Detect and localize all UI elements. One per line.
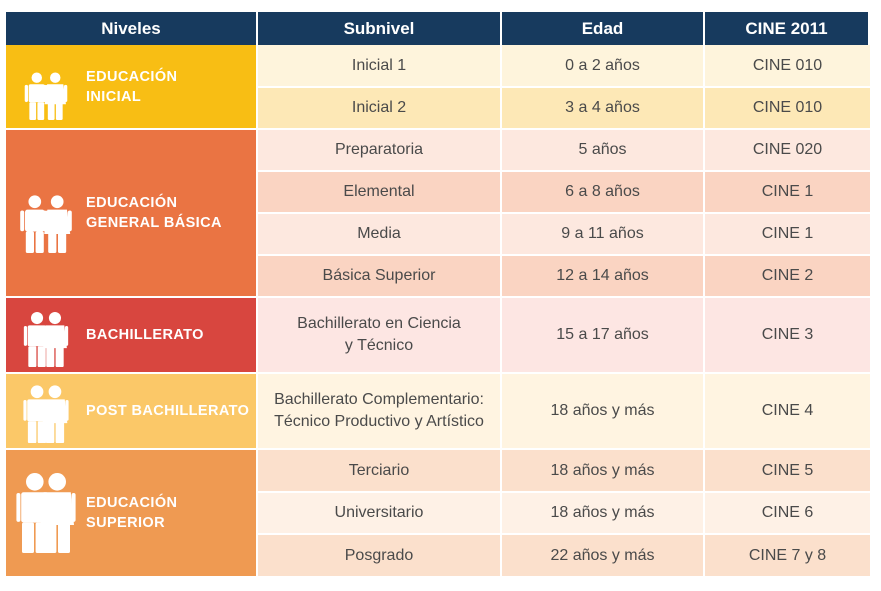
subnivel-cell: Bachillerato en Ciencia y Técnico [258,298,502,374]
level-label: EDUCACIÓN INICIAL [86,68,178,105]
subnivel-cell: Preparatoria [258,130,502,172]
edad-cell: 0 a 2 años [502,45,705,88]
cine-cell: CINE 5 [705,450,870,493]
edad-cell: 18 años y más [502,374,705,450]
cine-cell: CINE 6 [705,493,870,535]
cine-cell: CINE 3 [705,298,870,374]
level-cell: EDUCACIÓN INICIAL [6,45,258,130]
level-cell: POST BACHILLERATO [6,374,258,450]
subnivel-cell: Inicial 2 [258,88,502,130]
subnivel-cell: Universitario [258,493,502,535]
education-levels-table: Niveles Subnivel Edad CINE 2011 EDUCACIÓ… [6,12,870,578]
header-niveles: Niveles [6,12,258,45]
cine-cell: CINE 1 [705,214,870,256]
children-icon [6,45,86,128]
level-label: EDUCACIÓN SUPERIOR [86,495,178,531]
header-edad: Edad [502,12,705,45]
teens-icon [6,298,86,372]
edad-cell: 22 años y más [502,535,705,578]
young-adults-icon [6,374,86,448]
edad-cell: 18 años y más [502,450,705,493]
cine-cell: CINE 4 [705,374,870,450]
edad-cell: 6 a 8 años [502,172,705,214]
cine-cell: CINE 1 [705,172,870,214]
edad-cell: 15 a 17 años [502,298,705,374]
level-label: BACHILLERATO [86,327,204,343]
edad-cell: 5 años [502,130,705,172]
level-cell: EDUCACIÓN SUPERIOR [6,450,258,578]
level-cell: BACHILLERATO [6,298,258,374]
header-subnivel: Subnivel [258,12,502,45]
level-label: POST BACHILLERATO [86,403,250,419]
subnivel-cell: Terciario [258,450,502,493]
adults-icon [6,450,86,576]
subnivel-cell: Media [258,214,502,256]
edad-cell: 18 años y más [502,493,705,535]
cine-cell: CINE 7 y 8 [705,535,870,578]
edad-cell: 12 a 14 años [502,256,705,298]
cine-cell: CINE 2 [705,256,870,298]
level-cell: EDUCACIÓN GENERAL BÁSICA [6,130,258,298]
cine-cell: CINE 020 [705,130,870,172]
subnivel-cell: Bachillerato Complementario: Técnico Pro… [258,374,502,450]
subnivel-cell: Básica Superior [258,256,502,298]
cine-cell: CINE 010 [705,45,870,88]
cine-cell: CINE 010 [705,88,870,130]
header-cine: CINE 2011 [705,12,870,45]
subnivel-cell: Posgrado [258,535,502,578]
edad-cell: 9 a 11 años [502,214,705,256]
children-icon [6,130,86,296]
subnivel-cell: Inicial 1 [258,45,502,88]
edad-cell: 3 a 4 años [502,88,705,130]
level-label: EDUCACIÓN GENERAL BÁSICA [86,195,222,231]
subnivel-cell: Elemental [258,172,502,214]
